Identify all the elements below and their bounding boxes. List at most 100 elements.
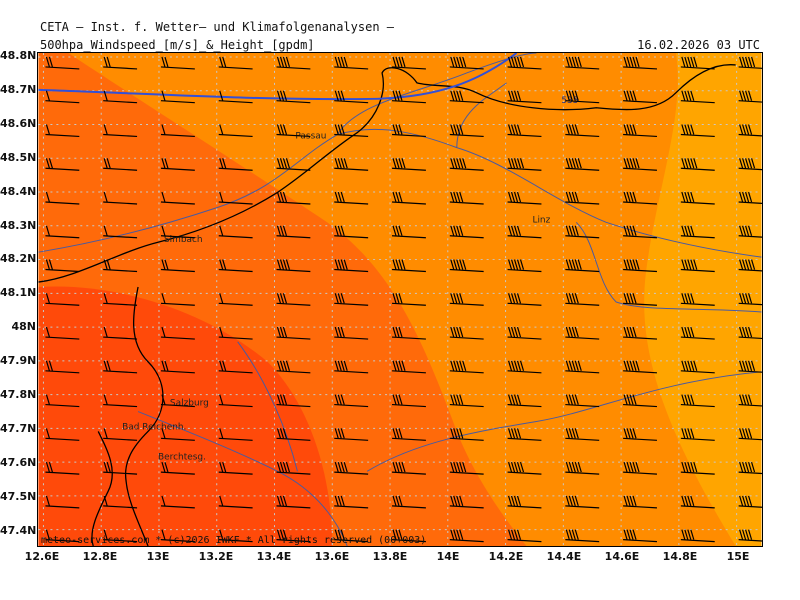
lat-tick-label: 47.9N (0, 354, 37, 368)
wind-barb (45, 259, 80, 273)
lon-tick-label: 14.4E (546, 550, 582, 563)
wind-barb (160, 124, 195, 138)
river-line (575, 221, 762, 313)
wind-barb (738, 158, 762, 171)
wind-barb (391, 326, 426, 340)
lon-tick-label: 14.6E (604, 550, 640, 563)
country-borders (38, 64, 736, 546)
wind-barb (45, 90, 80, 104)
wind-barb (680, 191, 715, 205)
river-line (137, 411, 348, 546)
wind-barb (334, 293, 369, 306)
wind-barb (218, 90, 253, 104)
river-line (456, 82, 507, 148)
wind-barb (623, 158, 657, 171)
border-line (38, 64, 736, 283)
wind-barb (334, 90, 369, 104)
lat-tick-label: 47.6N (0, 455, 37, 469)
wind-barb (160, 259, 195, 273)
wind-barb (276, 293, 311, 306)
wind-barb (623, 360, 657, 374)
lon-tick-label: 14E (436, 550, 460, 563)
wind-barb (565, 495, 600, 509)
wind-barb (45, 191, 80, 205)
wind-barb (565, 428, 600, 441)
wind-barb (391, 495, 426, 509)
wind-barb (218, 56, 253, 70)
wind-barb (738, 529, 762, 542)
wind-barb (45, 360, 80, 374)
wind-barb (449, 529, 484, 543)
wind-barb (565, 90, 600, 104)
wind-barb (623, 495, 657, 509)
lat-tick-label: 47.5N (0, 489, 37, 503)
wind-barb (507, 293, 542, 306)
wind-barb (160, 225, 195, 239)
wind-barb (160, 461, 195, 475)
wind-barb (103, 191, 138, 205)
wind-barb (738, 56, 762, 69)
wind-barb (218, 293, 253, 306)
lat-tick-label: 48.2N (0, 252, 37, 266)
wind-barb (218, 495, 253, 509)
wind-barb (103, 360, 138, 374)
wind-barb (391, 56, 426, 70)
wind-barb (218, 394, 253, 408)
wind-barb (623, 529, 657, 543)
wind-barb (449, 90, 484, 104)
wind-barb (391, 529, 426, 543)
border-line (124, 286, 164, 546)
wind-barb (680, 428, 715, 441)
wind-barb (160, 56, 195, 70)
wind-barb (738, 394, 762, 407)
wind-barb (276, 225, 311, 239)
wind-barb (565, 461, 600, 475)
wind-barb (160, 428, 195, 441)
wind-barb (45, 158, 80, 171)
wind-barb (160, 326, 195, 340)
wind-barb (565, 394, 600, 408)
wind-barb (507, 124, 542, 138)
wind-barb (449, 259, 484, 273)
wind-barb (680, 394, 715, 408)
wind-barb (623, 394, 657, 408)
lon-tick-label: 13.2E (198, 550, 234, 563)
wind-barb (334, 495, 369, 509)
wind-barb (507, 326, 542, 340)
wind-barb (334, 360, 369, 374)
wind-barb (680, 461, 715, 475)
wind-barb (218, 158, 253, 171)
wind-barb (507, 90, 542, 104)
city-label: Simbach (164, 235, 203, 245)
wind-barb (738, 360, 762, 373)
wind-barb (276, 529, 311, 543)
wind-barb (391, 158, 426, 171)
wind-barb (160, 529, 195, 543)
wind-barb (449, 56, 484, 70)
lon-tick-label: 12.8E (82, 550, 118, 563)
wind-barb (334, 56, 369, 70)
wind-barb (623, 293, 657, 306)
copyright-footer: meteo-services.com * (c)2026 IWKF * All … (41, 535, 427, 546)
wind-barb (334, 394, 369, 408)
wind-barb (507, 394, 542, 408)
wind-barb (449, 225, 484, 239)
wind-barb (565, 529, 600, 543)
lat-tick-label: 48.1N (0, 286, 37, 300)
city-labels: Passau Linz Simbach Salzburg Bad Reichenh. Be… (122, 132, 550, 463)
wind-barb (218, 461, 253, 475)
wind-barb (623, 428, 657, 441)
lat-tick-label: 48.6N (0, 116, 37, 130)
wind-barb (334, 529, 369, 543)
lon-tick-label: 12.6E (24, 550, 60, 563)
wind-barb (218, 259, 253, 273)
chart-timestamp: 16.02.2026 03 UTC (637, 38, 760, 52)
wind-barb (45, 293, 80, 306)
wind-barb (45, 56, 80, 70)
wind-barb (391, 360, 426, 374)
wind-barb (276, 495, 311, 509)
wind-barb (507, 495, 542, 509)
wind-barb (160, 360, 195, 374)
wind-barb (565, 225, 600, 239)
wind-barb (391, 124, 426, 138)
